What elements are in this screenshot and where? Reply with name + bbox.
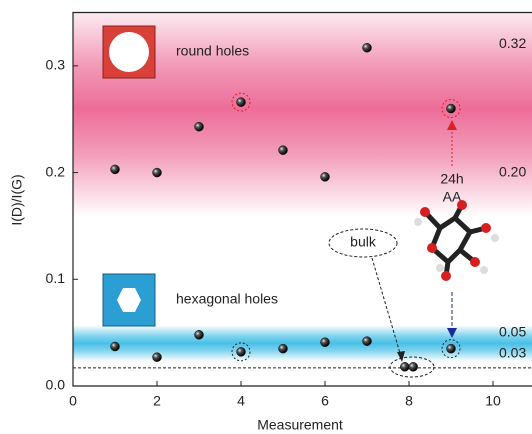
point <box>363 43 372 52</box>
point <box>195 122 204 131</box>
band-label: 0.03 <box>499 345 526 361</box>
point <box>279 146 288 155</box>
x-tick-label: 10 <box>485 393 501 409</box>
point <box>195 330 204 339</box>
x-tick-label: 4 <box>237 393 245 409</box>
point <box>237 347 246 356</box>
round-hole-icon <box>103 26 155 78</box>
point <box>363 337 372 346</box>
y-axis-title: I(D)/I(G) <box>9 174 25 225</box>
point <box>447 344 456 353</box>
point <box>237 98 246 107</box>
round-holes-label: round holes <box>176 43 249 59</box>
hexagonal-hole-icon <box>103 274 155 326</box>
y-tick-label: 0.0 <box>46 377 66 393</box>
band-label: 0.05 <box>499 323 526 339</box>
point <box>409 362 418 371</box>
y-tick-label: 0.3 <box>46 57 66 73</box>
y-tick-label: 0.1 <box>46 270 66 286</box>
hexagonal-holes-label: hexagonal holes <box>176 291 278 307</box>
band-label: 0.32 <box>499 35 526 51</box>
annotation-line: 24h <box>440 171 463 187</box>
y-tick-label: 0.2 <box>46 163 66 179</box>
point <box>279 344 288 353</box>
point <box>111 342 120 351</box>
point <box>153 168 162 177</box>
point <box>400 362 409 371</box>
point <box>447 104 456 113</box>
x-tick-label: 0 <box>69 393 77 409</box>
point <box>321 338 330 347</box>
x-tick-label: 2 <box>153 393 161 409</box>
bulk-label: bulk <box>350 234 377 250</box>
band-label: 0.20 <box>499 163 526 179</box>
x-axis-title: Measurement <box>257 417 343 433</box>
x-tick-label: 8 <box>405 393 413 409</box>
point <box>321 172 330 181</box>
band <box>73 325 532 361</box>
chart: 0.320.200.050.03 round holes hexagonal h… <box>0 0 532 434</box>
point <box>153 353 162 362</box>
x-tick-label: 6 <box>321 393 329 409</box>
point <box>111 165 120 174</box>
